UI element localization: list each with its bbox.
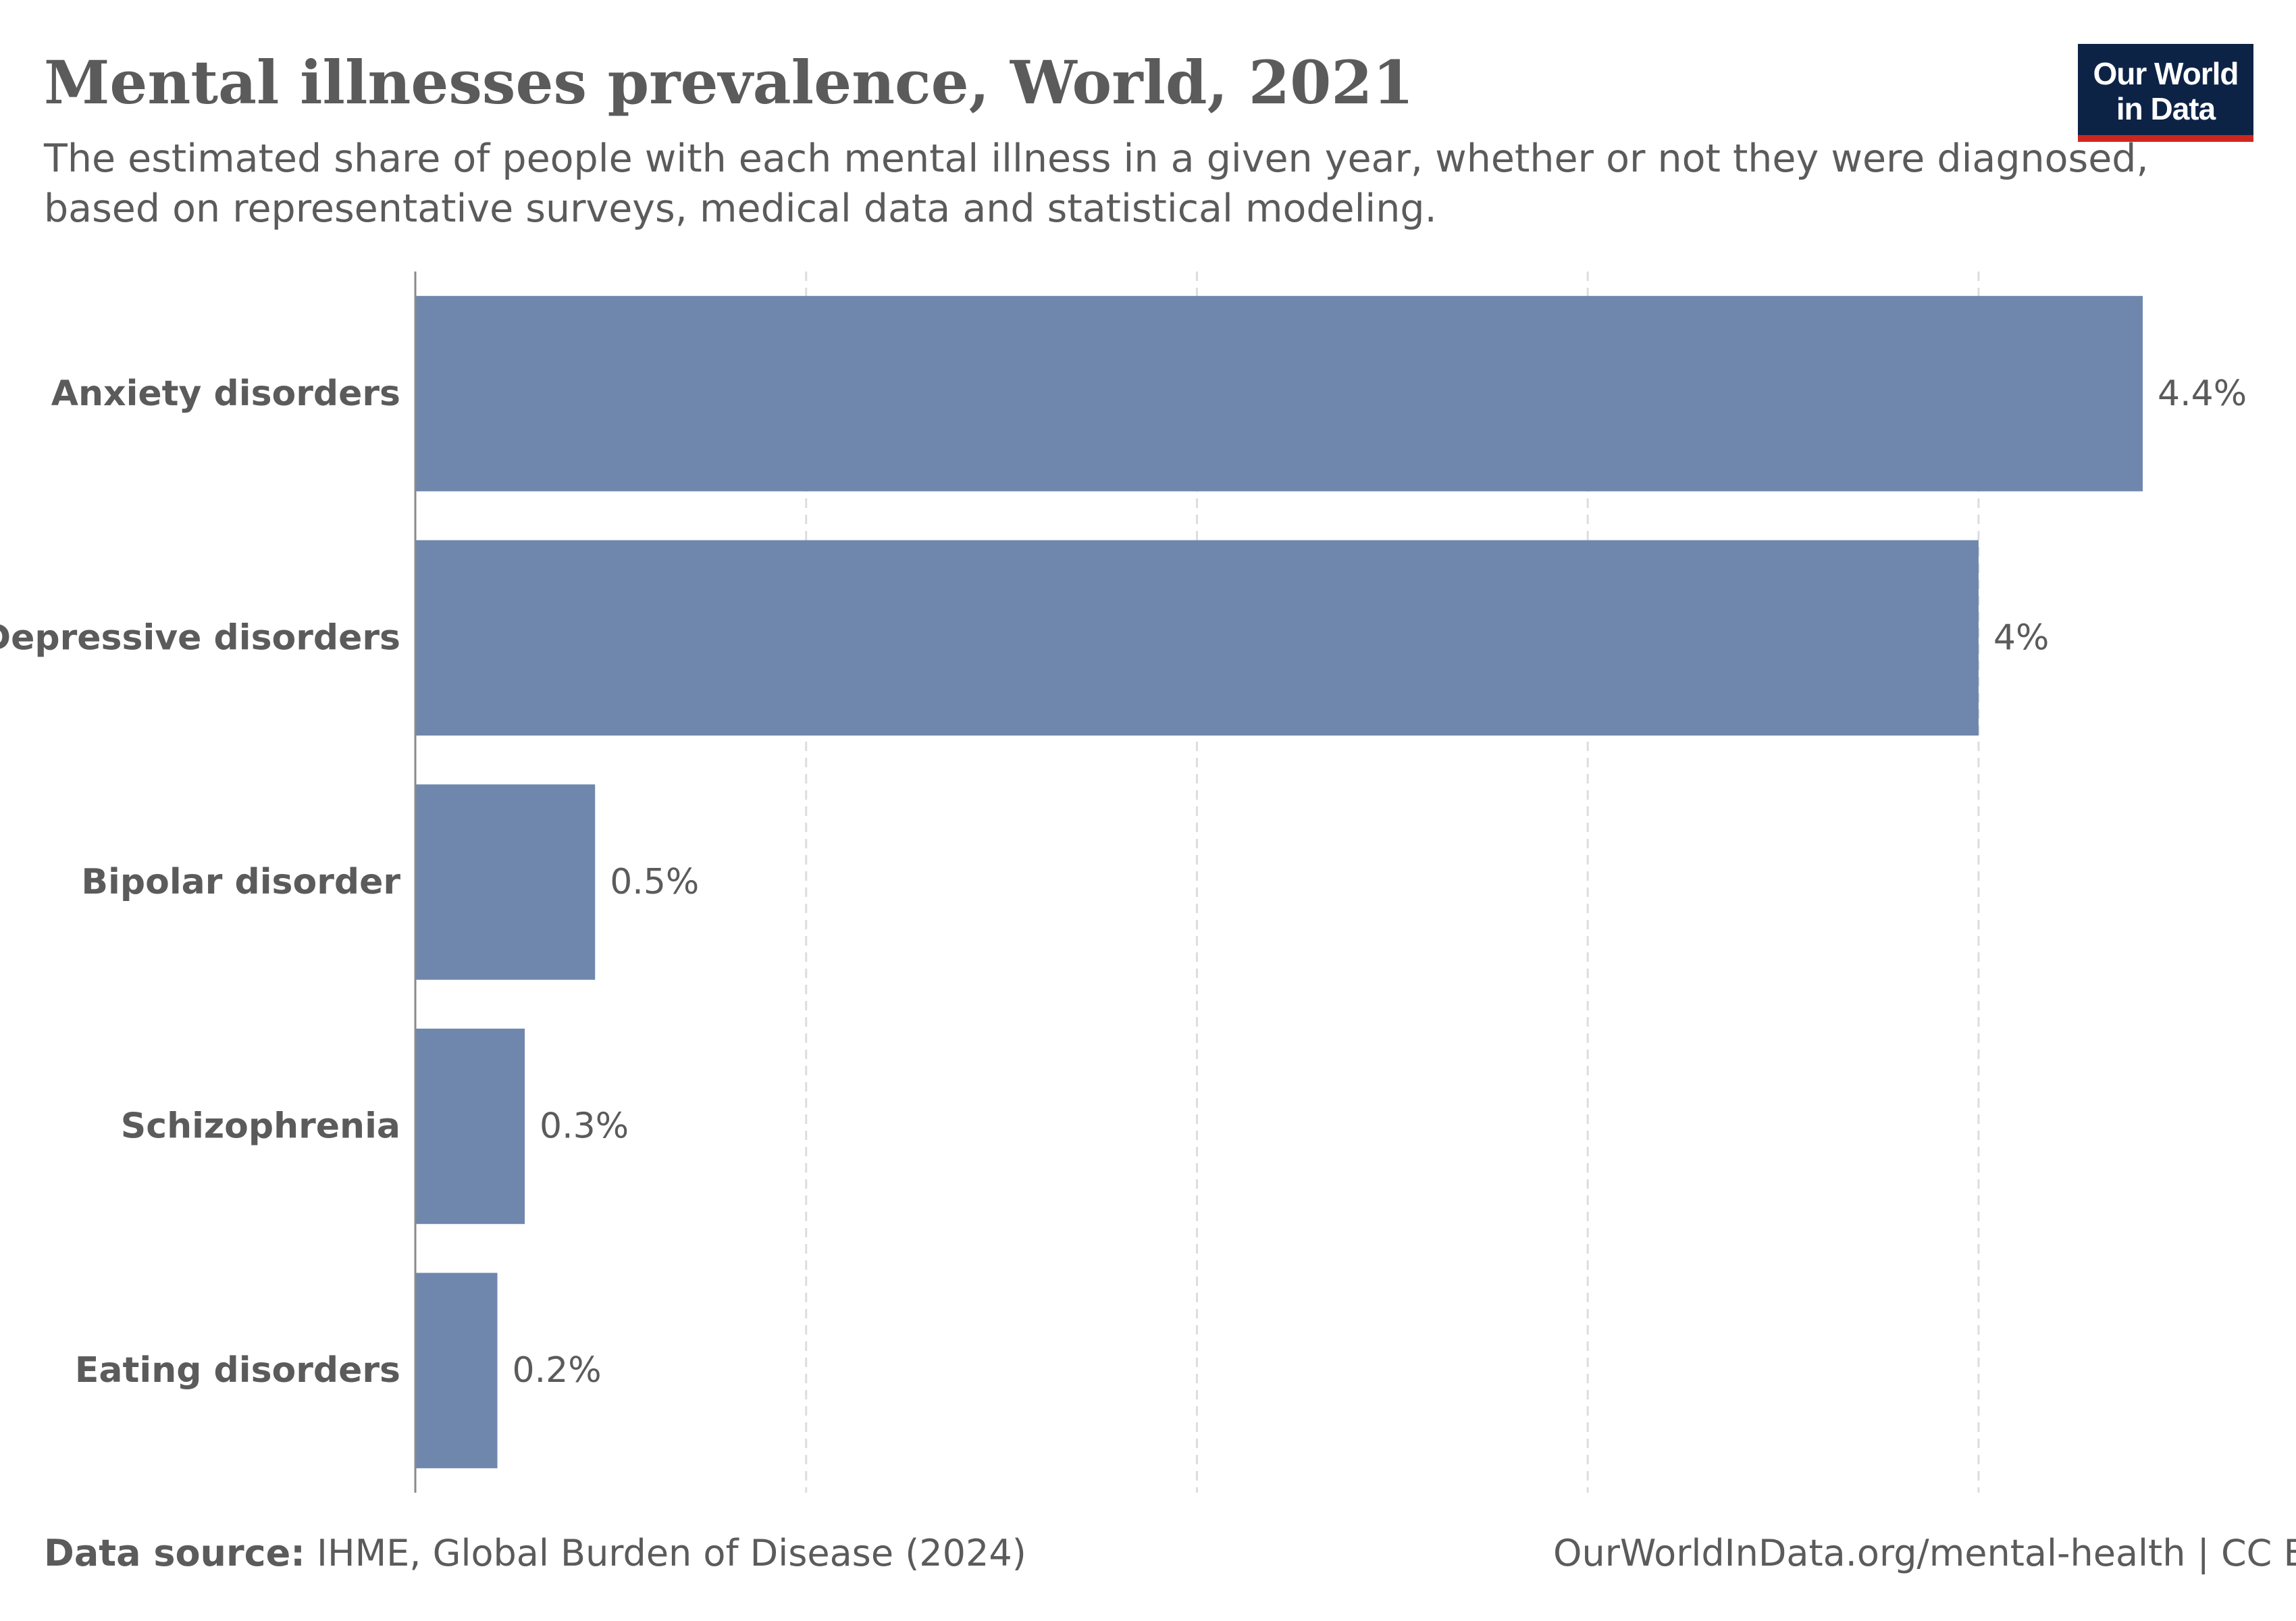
chart-title: Mental illnesses prevalence, World, 2021 (44, 47, 1414, 118)
logo-accent-bar (2078, 135, 2253, 142)
category-label-3: Schizophrenia (121, 1106, 400, 1147)
bar-3[interactable] (415, 1028, 525, 1225)
bar-0[interactable] (415, 296, 2143, 492)
logo-line-2: in Data (2116, 91, 2216, 126)
data-label-0: 4.4% (2158, 374, 2247, 414)
owid-logo[interactable]: Our World in Data (2078, 44, 2253, 142)
bar-4[interactable] (415, 1272, 498, 1468)
data-label-4: 0.2% (513, 1350, 602, 1391)
category-labels: Anxiety disorders Depressive disorders Bip… (0, 374, 400, 1391)
category-label-2: Bipolar disorder (81, 862, 400, 902)
data-source-label: Data source: (44, 1532, 305, 1574)
bar-2[interactable] (415, 784, 596, 980)
credit-link[interactable]: OurWorldInData.org/mental-health | CC BY (1553, 1532, 2296, 1574)
subtitle-line-1: The estimated share of people with each … (44, 136, 2149, 181)
category-label-1: Depressive disorders (0, 617, 400, 658)
subtitle-line-2: based on representative surveys, medical… (44, 186, 1437, 231)
bar-1[interactable] (415, 540, 1979, 736)
data-source: Data source: IHME, Global Burden of Dise… (44, 1532, 1026, 1574)
data-source-text: IHME, Global Burden of Disease (2024) (317, 1532, 1026, 1574)
data-labels: 4.4% 4% 0.5% 0.3% 0.2% (513, 374, 2247, 1391)
bars (415, 296, 2143, 1468)
data-label-2: 0.5% (610, 862, 699, 902)
category-label-4: Eating disorders (75, 1350, 400, 1391)
chart-subtitle: The estimated share of people with each … (44, 134, 2149, 234)
category-label-0: Anxiety disorders (51, 374, 400, 414)
credit-text: OurWorldInData.org/mental-health | CC BY (1553, 1532, 2296, 1574)
logo-line-1: Our World (2093, 56, 2239, 91)
data-label-1: 4% (1993, 617, 2050, 658)
data-label-3: 0.3% (540, 1106, 629, 1147)
